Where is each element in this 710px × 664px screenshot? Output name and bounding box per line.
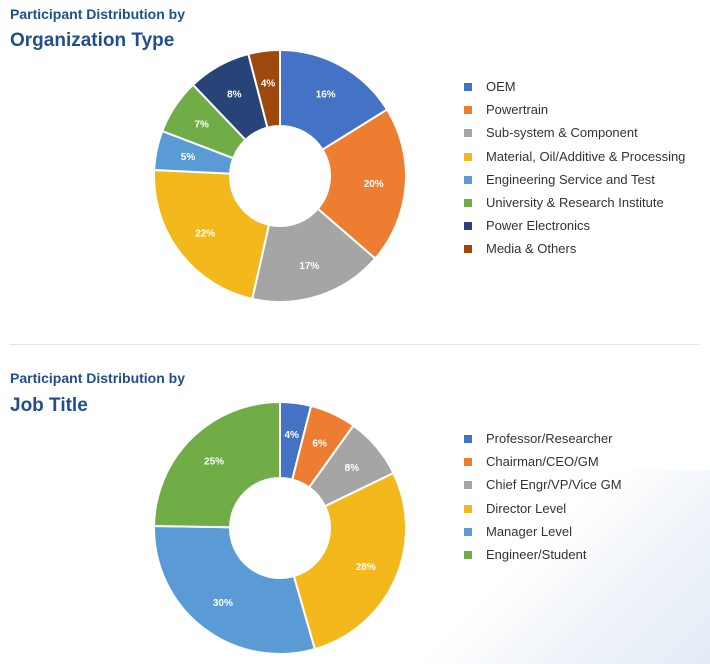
legend-item-engineer-student: Engineer/Student: [462, 547, 622, 570]
legend-swatch: [464, 245, 472, 254]
legend-item-manager-level: Manager Level: [462, 524, 622, 547]
data-label: 30%: [213, 598, 233, 609]
legend-label: Engineer/Student: [486, 546, 587, 562]
legend-swatch: [464, 129, 472, 138]
data-label: 5%: [181, 152, 196, 163]
donut-slice-manager-level: [153, 525, 317, 655]
data-label: 6%: [312, 438, 327, 449]
legend-item-chief-engr-vp-vice-gm: Chief Engr/VP/Vice GM: [462, 477, 622, 500]
legend-swatch: [464, 458, 472, 467]
legend-label: Media & Others: [486, 241, 577, 257]
chart-job-title: Participant Distribution by Job Title 4%…: [0, 360, 710, 664]
legend-item-chairman-ceo-gm: Chairman/CEO/GM: [462, 454, 622, 477]
legend-item-powertrain: Powertrain: [462, 102, 685, 125]
data-label: 25%: [204, 457, 224, 468]
data-label: 7%: [195, 119, 210, 130]
data-label: 28%: [356, 562, 376, 573]
donut-chart-job-title: 4% 6% 8% 28% 30% 25%: [152, 400, 407, 655]
data-label: 16%: [316, 89, 336, 100]
legend-swatch: [464, 152, 472, 161]
legend-label: Director Level: [486, 500, 567, 516]
data-label: 17%: [299, 261, 319, 272]
background-decoration: [420, 470, 710, 664]
legend-label: Professor/Researcher: [486, 431, 613, 446]
data-label: 22%: [195, 228, 215, 239]
legend-item-oem: OEM: [462, 79, 685, 102]
chart-subtitle: Participant Distribution by: [10, 370, 186, 386]
donut-slice-director-level: [292, 471, 407, 651]
data-label: 8%: [345, 463, 360, 474]
donut-slice-engineer-student: [152, 400, 281, 529]
legend-item-media-others: Media & Others: [462, 241, 685, 264]
legend-swatch: [464, 83, 472, 91]
data-label: 8%: [227, 89, 242, 100]
legend-label: Manager Level: [486, 523, 572, 539]
legend-item-sub-system-component: Sub-system & Component: [462, 125, 685, 148]
legend-label: Power Electronics: [486, 218, 591, 234]
donut-slice-material-oil-additive-processing: [153, 168, 271, 301]
legend-swatch: [464, 198, 472, 207]
chart-legend: OEM Powertrain Sub-system & Component Mater…: [462, 79, 685, 265]
legend-label: OEM: [486, 79, 516, 94]
data-label: 20%: [364, 179, 384, 190]
legend-swatch: [464, 481, 472, 490]
legend-item-director-level: Director Level: [462, 501, 622, 524]
chart-title: Organization Type: [10, 30, 175, 51]
legend-item-engineering-service-and-test: Engineering Service and Test: [462, 172, 685, 195]
legend-swatch: [464, 550, 472, 559]
legend-label: University & Research Institute: [486, 194, 664, 210]
donut-chart-organization-type: 16% 20% 17% 22% 5% 7% 8% 4%: [153, 48, 407, 303]
legend-label: Sub-system & Component: [486, 125, 638, 141]
legend-swatch: [464, 435, 472, 443]
section-divider: [10, 344, 700, 345]
legend-item-university-research-institute: University & Research Institute: [462, 195, 685, 218]
legend-label: Material, Oil/Additive & Processing: [486, 148, 686, 164]
legend-label: Powertrain: [486, 102, 549, 118]
donut-slice-oem: [279, 48, 389, 152]
chart-subtitle: Participant Distribution by: [10, 6, 186, 22]
legend-swatch: [464, 222, 472, 231]
legend-label: Chairman/CEO/GM: [486, 454, 599, 470]
legend-item-professor-researcher: Professor/Researcher: [462, 431, 622, 454]
donut-slice-media-others: [247, 48, 281, 129]
legend-swatch: [464, 106, 472, 115]
chart-title: Job Title: [10, 395, 88, 416]
legend-item-power-electronics: Power Electronics: [462, 218, 685, 241]
data-label: 4%: [261, 78, 276, 89]
legend-label: Engineering Service and Test: [486, 171, 655, 187]
legend-swatch: [464, 527, 472, 536]
legend-swatch: [464, 504, 472, 513]
chart-organization-type: Participant Distribution by Organization…: [10, 6, 685, 303]
donut-slice-sub-system-component: [251, 207, 377, 303]
donut-slice-powertrain: [316, 108, 407, 260]
legend-item-material-oil-additive-processing: Material, Oil/Additive & Processing: [462, 149, 685, 172]
chart-legend: Professor/Researcher Chairman/CEO/GM Chief…: [462, 431, 622, 570]
data-label: 4%: [284, 430, 299, 441]
legend-swatch: [464, 175, 472, 184]
legend-label: Chief Engr/VP/Vice GM: [486, 477, 622, 493]
